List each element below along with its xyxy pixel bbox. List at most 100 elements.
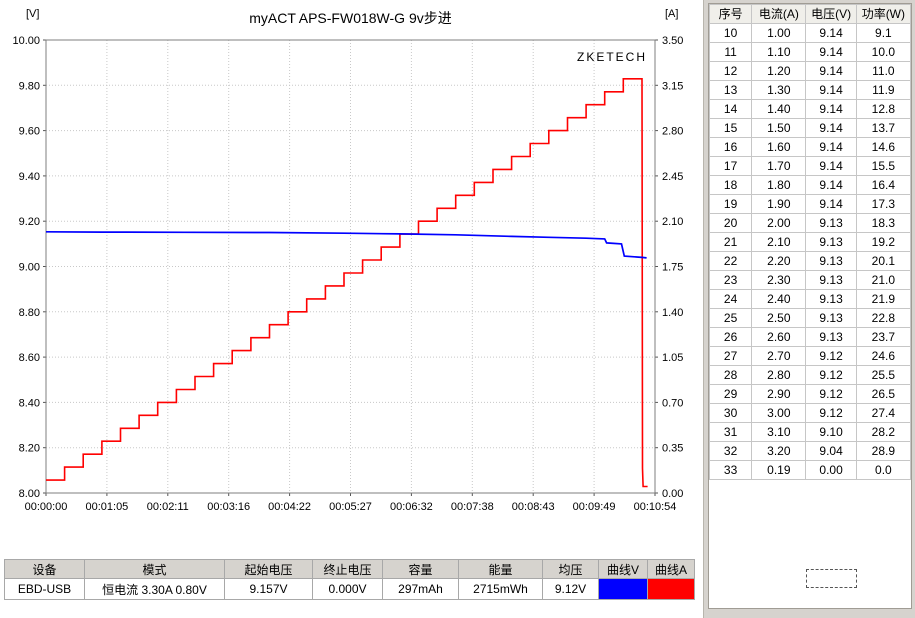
table-cell[interactable]: 14	[708, 99, 753, 119]
curve-a-swatch[interactable]	[647, 578, 695, 600]
col-header-current[interactable]: 电流(A)	[751, 4, 807, 24]
table-cell[interactable]: 10.0	[855, 42, 912, 62]
curve-v-swatch[interactable]	[598, 578, 648, 600]
table-cell[interactable]: 26	[708, 327, 753, 347]
table-cell[interactable]: 10	[708, 23, 753, 43]
table-cell[interactable]: 12.8	[855, 99, 912, 119]
table-cell[interactable]: 16	[708, 137, 753, 157]
table-cell[interactable]: 1.50	[751, 118, 807, 138]
table-cell[interactable]: 21	[708, 232, 753, 252]
table-cell[interactable]: 22	[708, 251, 753, 271]
table-cell[interactable]: 1.60	[751, 137, 807, 157]
table-cell[interactable]: 27.4	[855, 403, 912, 423]
table-cell[interactable]: 3.10	[751, 422, 807, 442]
table-cell[interactable]: 2.10	[751, 232, 807, 252]
table-cell[interactable]: 9.12	[805, 384, 857, 404]
table-cell[interactable]: 9.13	[805, 270, 857, 290]
table-cell[interactable]: 11.0	[855, 61, 912, 81]
table-cell[interactable]: 14.6	[855, 137, 912, 157]
grid-focus-cell[interactable]	[806, 569, 857, 588]
table-cell[interactable]: 9.04	[805, 441, 857, 461]
table-cell[interactable]: 28.9	[855, 441, 912, 461]
table-cell[interactable]: 19.2	[855, 232, 912, 252]
table-cell[interactable]: 9.12	[805, 365, 857, 385]
table-cell[interactable]: 3.00	[751, 403, 807, 423]
col-header-index[interactable]: 序号	[708, 4, 753, 24]
table-cell[interactable]: 2.60	[751, 327, 807, 347]
table-cell[interactable]: 2.70	[751, 346, 807, 366]
table-cell[interactable]: 1.10	[751, 42, 807, 62]
table-cell[interactable]: 9.14	[805, 99, 857, 119]
table-cell[interactable]: 18.3	[855, 213, 912, 233]
table-cell[interactable]: 9.14	[805, 118, 857, 138]
col-header-power[interactable]: 功率(W)	[855, 4, 912, 24]
table-cell[interactable]: 1.90	[751, 194, 807, 214]
table-cell[interactable]: 23	[708, 270, 753, 290]
table-cell[interactable]: 1.70	[751, 156, 807, 176]
table-cell[interactable]: 9.14	[805, 137, 857, 157]
table-cell[interactable]: 9.14	[805, 23, 857, 43]
table-cell[interactable]: 20	[708, 213, 753, 233]
table-cell[interactable]: 2.30	[751, 270, 807, 290]
table-cell[interactable]: 25	[708, 308, 753, 328]
table-cell[interactable]: 9.13	[805, 327, 857, 347]
table-cell[interactable]: 0.00	[805, 460, 857, 480]
table-cell[interactable]: 9.14	[805, 156, 857, 176]
table-cell[interactable]: 17	[708, 156, 753, 176]
table-cell[interactable]: 20.1	[855, 251, 912, 271]
table-cell[interactable]: 28.2	[855, 422, 912, 442]
table-cell[interactable]: 15.5	[855, 156, 912, 176]
table-cell[interactable]: 31	[708, 422, 753, 442]
table-cell[interactable]: 2.80	[751, 365, 807, 385]
table-cell[interactable]: 22.8	[855, 308, 912, 328]
table-cell[interactable]: 13.7	[855, 118, 912, 138]
table-cell[interactable]: 2.90	[751, 384, 807, 404]
table-cell[interactable]: 2.40	[751, 289, 807, 309]
table-cell[interactable]: 21.0	[855, 270, 912, 290]
table-cell[interactable]: 2.50	[751, 308, 807, 328]
table-cell[interactable]: 12	[708, 61, 753, 81]
table-cell[interactable]: 1.00	[751, 23, 807, 43]
table-cell[interactable]: 21.9	[855, 289, 912, 309]
table-cell[interactable]: 9.12	[805, 403, 857, 423]
table-cell[interactable]: 9.13	[805, 213, 857, 233]
table-cell[interactable]: 9.13	[805, 308, 857, 328]
table-cell[interactable]: 18	[708, 175, 753, 195]
table-cell[interactable]: 27	[708, 346, 753, 366]
table-cell[interactable]: 17.3	[855, 194, 912, 214]
table-cell[interactable]: 23.7	[855, 327, 912, 347]
table-cell[interactable]: 11.9	[855, 80, 912, 100]
table-cell[interactable]: 11	[708, 42, 753, 62]
table-cell[interactable]: 33	[708, 460, 753, 480]
table-cell[interactable]: 15	[708, 118, 753, 138]
table-cell[interactable]: 9.1	[855, 23, 912, 43]
table-cell[interactable]: 9.13	[805, 232, 857, 252]
table-cell[interactable]: 0.0	[855, 460, 912, 480]
table-cell[interactable]: 1.80	[751, 175, 807, 195]
table-cell[interactable]: 9.14	[805, 80, 857, 100]
table-cell[interactable]: 29	[708, 384, 753, 404]
table-cell[interactable]: 0.19	[751, 460, 807, 480]
table-cell[interactable]: 1.40	[751, 99, 807, 119]
table-cell[interactable]: 32	[708, 441, 753, 461]
table-cell[interactable]: 9.13	[805, 251, 857, 271]
table-cell[interactable]: 3.20	[751, 441, 807, 461]
table-cell[interactable]: 2.20	[751, 251, 807, 271]
table-cell[interactable]: 9.14	[805, 175, 857, 195]
table-cell[interactable]: 9.14	[805, 42, 857, 62]
table-cell[interactable]: 9.13	[805, 289, 857, 309]
table-cell[interactable]: 1.30	[751, 80, 807, 100]
table-cell[interactable]: 28	[708, 365, 753, 385]
table-cell[interactable]: 26.5	[855, 384, 912, 404]
table-cell[interactable]: 9.14	[805, 194, 857, 214]
table-cell[interactable]: 24	[708, 289, 753, 309]
table-cell[interactable]: 30	[708, 403, 753, 423]
col-header-voltage[interactable]: 电压(V)	[805, 4, 857, 24]
table-cell[interactable]: 24.6	[855, 346, 912, 366]
table-cell[interactable]: 19	[708, 194, 753, 214]
table-cell[interactable]: 2.00	[751, 213, 807, 233]
table-cell[interactable]: 1.20	[751, 61, 807, 81]
table-cell[interactable]: 25.5	[855, 365, 912, 385]
table-cell[interactable]: 9.12	[805, 346, 857, 366]
table-cell[interactable]: 13	[708, 80, 753, 100]
